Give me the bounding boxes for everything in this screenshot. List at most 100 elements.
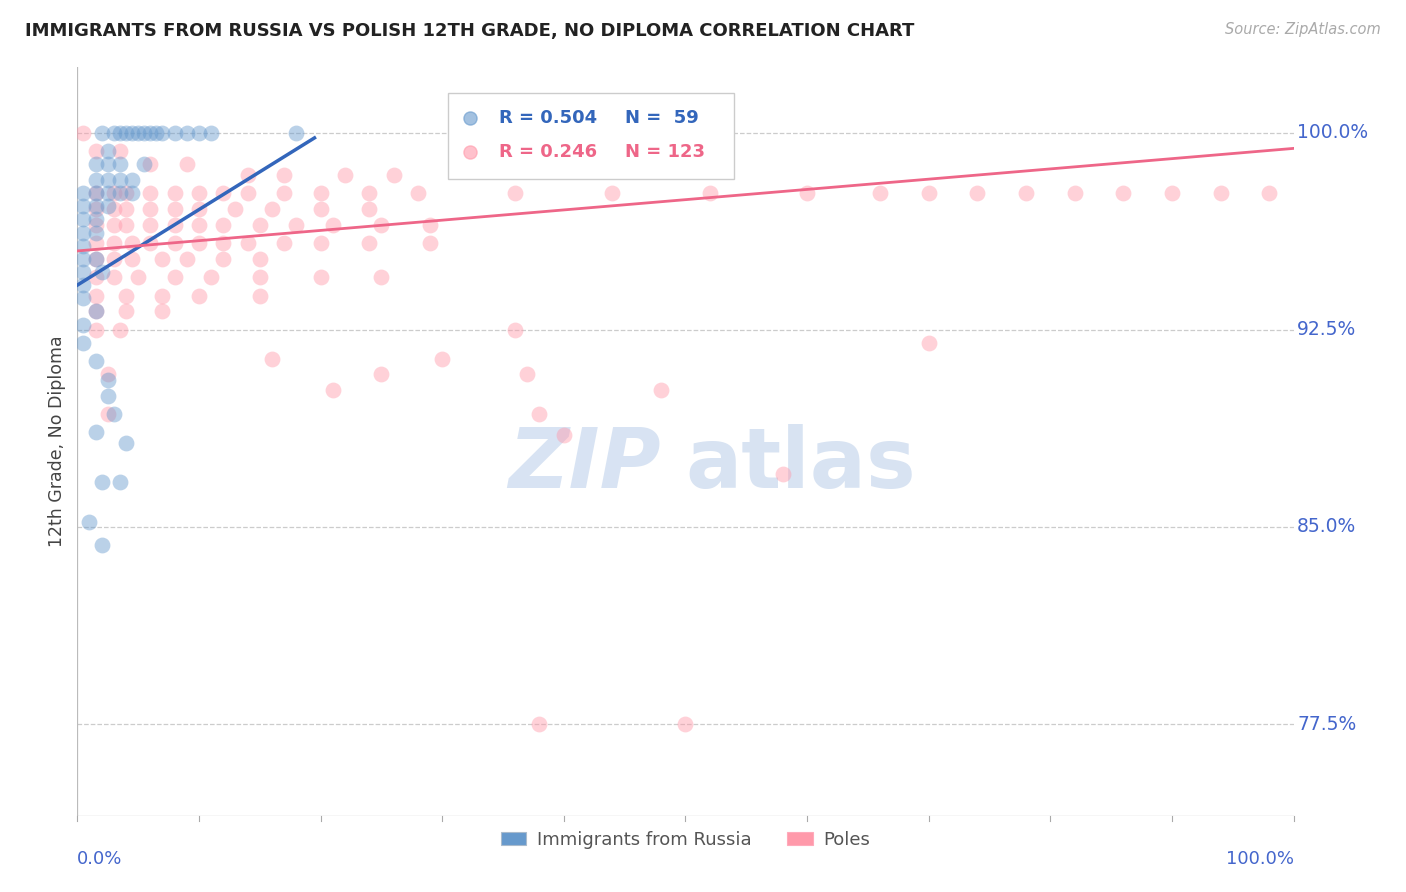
Point [163, 186, 186, 200]
Point [145, 126, 167, 140]
Point [139, 235, 162, 250]
Point [260, 351, 283, 366]
Point [796, 186, 818, 200]
Point [675, 717, 697, 731]
Point [503, 186, 526, 200]
Point [84, 235, 107, 250]
Point [84, 288, 107, 302]
Point [84, 252, 107, 266]
Point [97, 173, 120, 187]
Point [84, 157, 107, 171]
Point [430, 351, 453, 366]
Point [72, 199, 94, 213]
Point [72, 226, 94, 240]
Point [97, 199, 120, 213]
Point [115, 126, 138, 140]
Point [72, 252, 94, 266]
Text: R = 0.504: R = 0.504 [499, 109, 598, 127]
Text: N = 123: N = 123 [624, 143, 704, 161]
Point [249, 218, 271, 232]
Point [273, 186, 295, 200]
Point [97, 388, 120, 402]
Point [97, 157, 120, 171]
Point [249, 270, 271, 285]
Point [322, 384, 344, 398]
Point [103, 270, 125, 285]
Point [188, 218, 211, 232]
Point [84, 226, 107, 240]
Point [212, 252, 235, 266]
Point [115, 435, 138, 450]
Point [176, 157, 198, 171]
Point [139, 157, 162, 171]
Point [108, 144, 131, 158]
Point [419, 218, 441, 232]
Point [84, 186, 107, 200]
Point [163, 202, 186, 216]
Point [72, 238, 94, 252]
Point [370, 368, 392, 382]
Text: 0.0%: 0.0% [77, 850, 122, 868]
Point [90, 538, 112, 552]
Point [121, 186, 143, 200]
Point [121, 126, 143, 140]
Point [84, 173, 107, 187]
Point [359, 235, 381, 250]
Point [236, 186, 259, 200]
Point [359, 202, 381, 216]
Point [163, 235, 186, 250]
Point [72, 318, 94, 332]
Point [309, 202, 332, 216]
Point [163, 218, 186, 232]
Point [163, 270, 186, 285]
Point [966, 186, 988, 200]
Point [97, 407, 120, 421]
Point [1209, 186, 1232, 200]
Legend: Immigrants from Russia, Poles: Immigrants from Russia, Poles [494, 823, 877, 855]
Point [200, 270, 222, 285]
Point [772, 467, 794, 482]
Point [188, 126, 211, 140]
Point [79, 515, 101, 529]
Point [103, 218, 125, 232]
Point [97, 144, 120, 158]
Point [188, 186, 211, 200]
Point [84, 304, 107, 318]
Point [72, 126, 94, 140]
Point [249, 252, 271, 266]
Point [84, 252, 107, 266]
Text: 100.0%: 100.0% [1298, 123, 1368, 142]
Point [309, 235, 332, 250]
Point [553, 428, 575, 442]
Point [84, 186, 107, 200]
Point [108, 323, 131, 337]
Point [152, 304, 174, 318]
Point [84, 144, 107, 158]
Point [121, 235, 143, 250]
Point [115, 288, 138, 302]
Point [516, 368, 538, 382]
Point [419, 235, 441, 250]
Point [139, 186, 162, 200]
Point [273, 168, 295, 182]
Point [108, 157, 131, 171]
Point [382, 168, 405, 182]
Point [72, 335, 94, 350]
Point [121, 252, 143, 266]
Point [152, 252, 174, 266]
Point [359, 186, 381, 200]
Point [458, 423, 481, 437]
Text: atlas: atlas [686, 424, 917, 505]
Point [699, 186, 721, 200]
Point [115, 186, 138, 200]
Point [97, 373, 120, 387]
Point [529, 407, 551, 421]
Point [602, 186, 624, 200]
Point [529, 717, 551, 731]
Point [152, 288, 174, 302]
Point [103, 407, 125, 421]
Point [103, 202, 125, 216]
Point [72, 265, 94, 279]
Point [139, 126, 162, 140]
Point [1112, 186, 1135, 200]
